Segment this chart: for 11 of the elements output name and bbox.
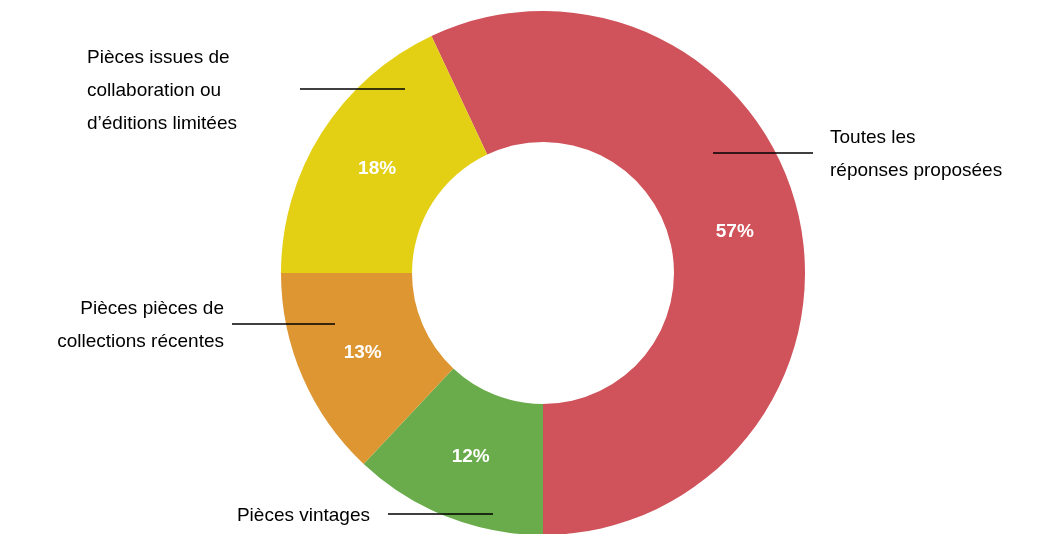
- donut-slice: [431, 11, 805, 534]
- data-label: 18%: [358, 157, 397, 179]
- donut-slice: [281, 35, 488, 273]
- slice-label: Pièces pièces de collections récentes: [57, 297, 224, 351]
- slice-label: Pièces issues de collaboration ou d’éditions limitées: [87, 45, 237, 133]
- data-label: 13%: [343, 340, 382, 362]
- donut-slice: [281, 273, 454, 464]
- data-label: 57%: [715, 219, 754, 241]
- slice-label: Toutes les réponses proposées: [830, 126, 1003, 180]
- slice-label: Pièces vintages: [236, 503, 370, 525]
- data-label: 12%: [451, 445, 490, 467]
